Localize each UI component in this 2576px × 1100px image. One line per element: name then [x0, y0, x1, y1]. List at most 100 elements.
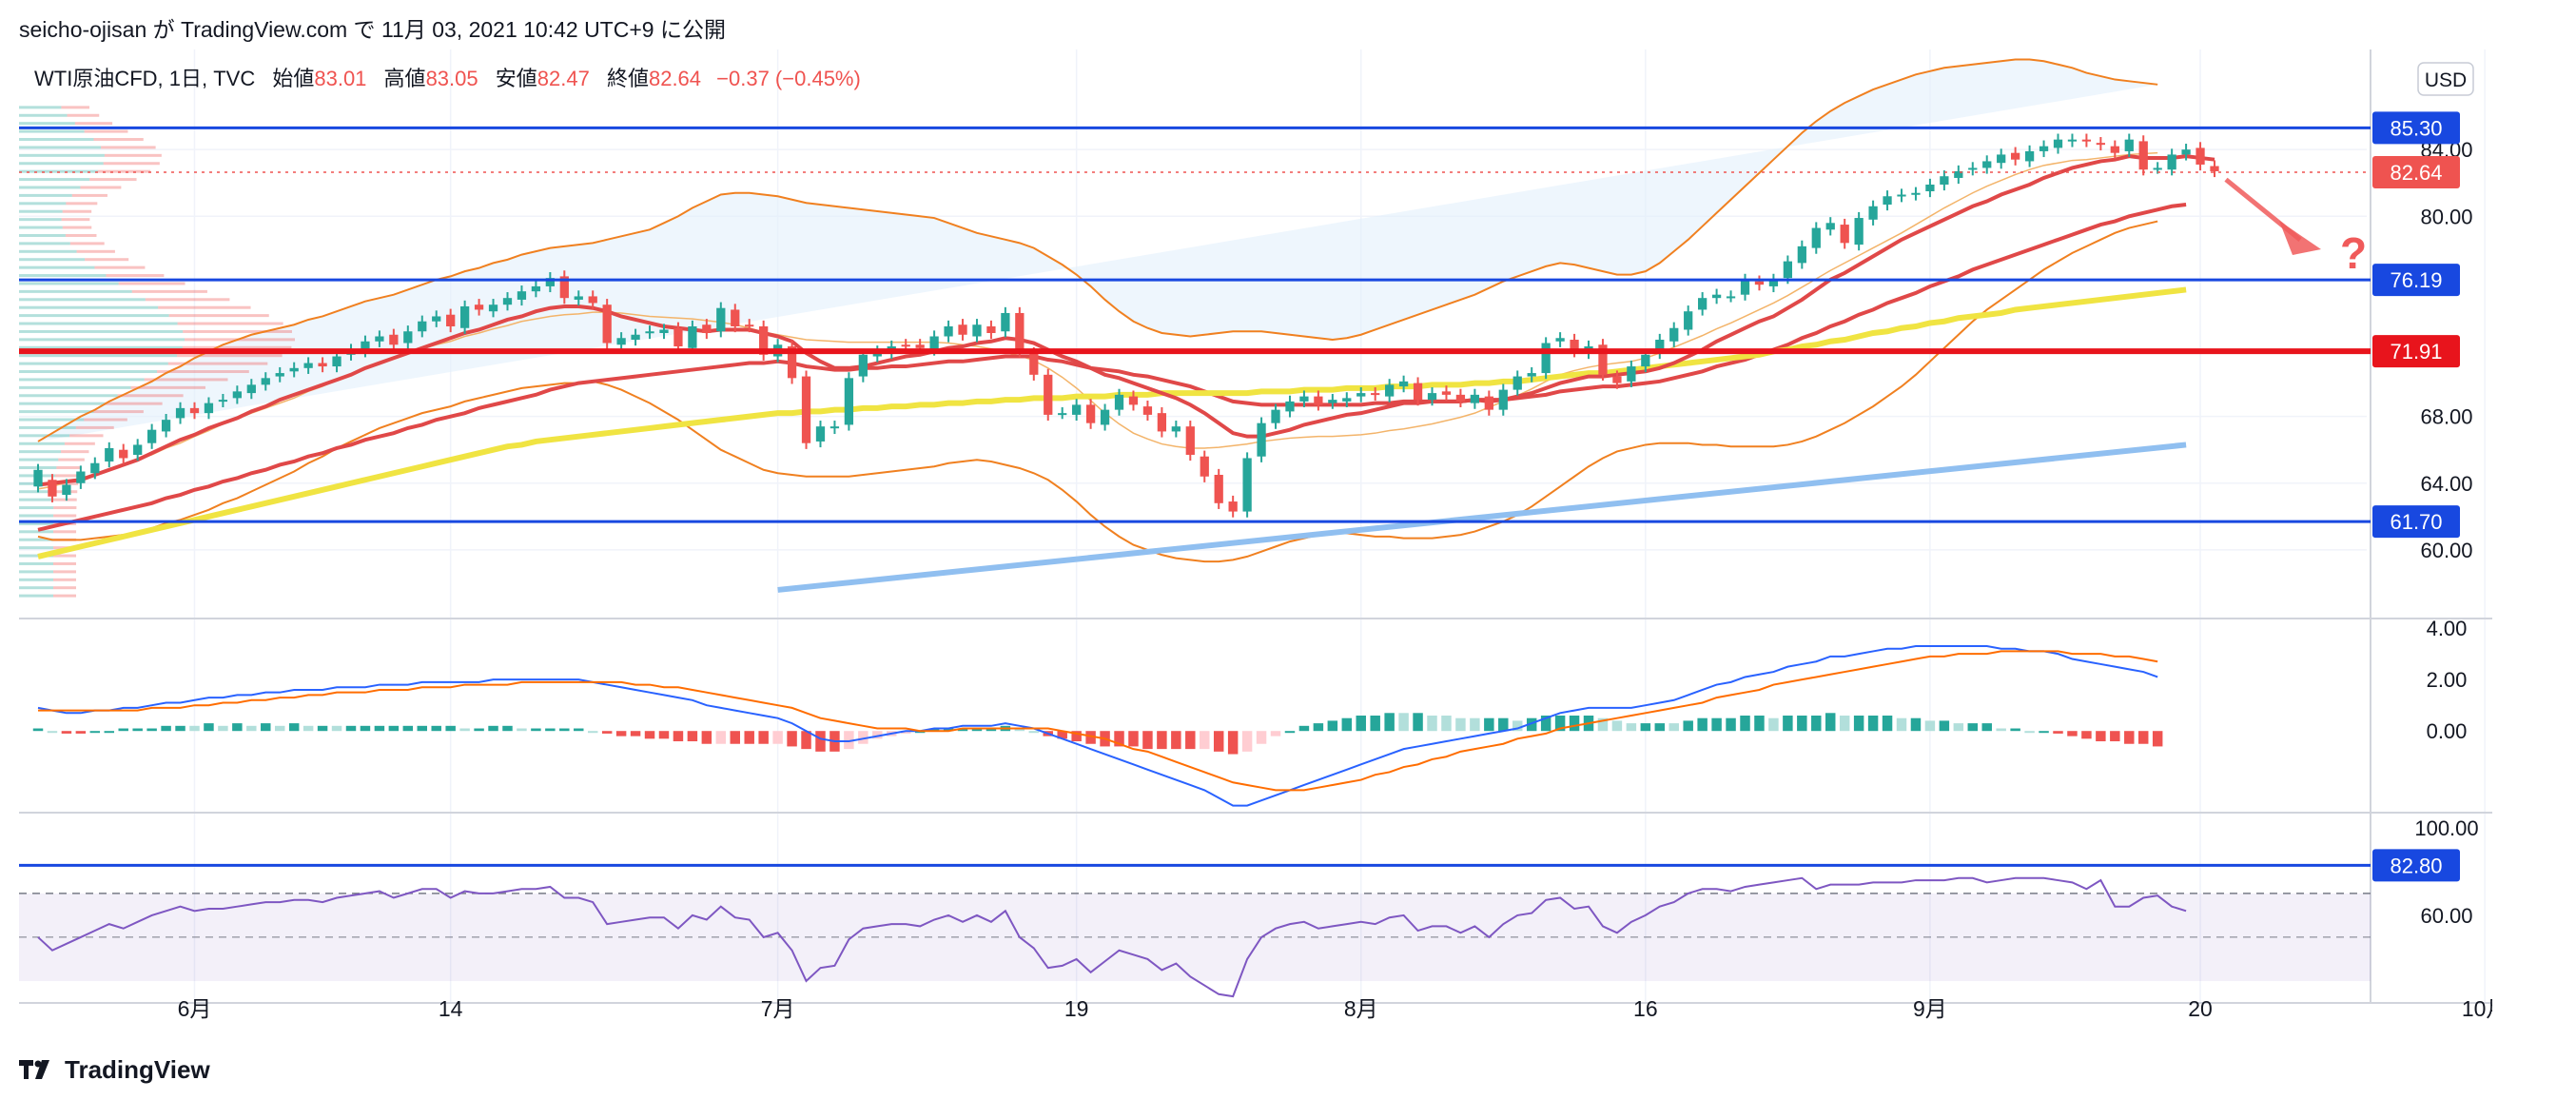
macd-histogram-bar — [943, 728, 954, 732]
macd-histogram-bar — [844, 731, 854, 750]
volume-profile-bar-up — [19, 138, 94, 142]
macd-histogram-bar — [1640, 723, 1651, 732]
volume-profile-bar-up — [19, 506, 54, 510]
macd-histogram-bar — [1284, 731, 1296, 734]
volume-profile-bar-down — [183, 329, 292, 333]
volume-profile-bar-down — [89, 178, 137, 182]
candle-body — [1570, 340, 1579, 352]
candle-body — [1655, 340, 1665, 354]
macd-histogram-bar — [1939, 720, 1950, 732]
time-tick-label: 8月 — [1344, 996, 1378, 1021]
candle-body — [2096, 143, 2106, 146]
macd-histogram-bar — [417, 725, 427, 732]
macd-histogram-bar — [2024, 731, 2035, 734]
volume-profile-bar-up — [19, 249, 77, 253]
candle-body — [1627, 366, 1636, 382]
macd-histogram-bar — [1626, 723, 1637, 732]
price-axis: 84.0080.0068.0064.0060.004.002.000.00100… — [2372, 111, 2479, 928]
candle-body — [616, 338, 626, 345]
macd-histogram-bar — [986, 728, 997, 732]
volume-profile-bar-up — [19, 410, 94, 414]
volume-profile-bar-down — [80, 186, 122, 189]
volume-profile-bar-up — [19, 106, 62, 109]
ema-fast-line — [37, 154, 2215, 487]
candle-body — [2039, 146, 2049, 151]
macd-histogram-bar — [1996, 728, 2006, 732]
candle-body — [2138, 141, 2148, 170]
macd-histogram-bar — [431, 725, 441, 732]
candle-body — [1072, 404, 1082, 415]
volume-profile-bar-up — [19, 570, 54, 574]
macd-histogram-bar — [331, 725, 342, 732]
volume-profile-bar-up — [19, 169, 98, 173]
candle-body — [133, 444, 143, 455]
rsi-tick-label: 60.00 — [2420, 904, 2472, 928]
macd-histogram-bar — [1711, 717, 1722, 732]
macd-histogram-bar — [2053, 731, 2063, 734]
candle-body — [1128, 396, 1139, 405]
volume-profile-bar-down — [97, 169, 151, 173]
macd-histogram-bar — [204, 723, 214, 732]
candle-body — [1314, 396, 1323, 405]
legend-open-value: 83.01 — [314, 67, 366, 90]
volume-profile-bar-up — [19, 561, 54, 565]
candle-body — [474, 304, 484, 310]
volume-profile-bar-down — [130, 385, 205, 389]
volume-profile-bar-down — [53, 594, 77, 598]
macd-histogram-bar — [1910, 717, 1922, 732]
volume-profile-bar-up — [19, 546, 54, 550]
time-tick-label: 10月 — [2462, 996, 2492, 1021]
macd-tick-label: 0.00 — [2427, 719, 2468, 743]
candle-body — [62, 484, 71, 496]
macd-histogram-bar — [1327, 720, 1338, 732]
macd-histogram-bar — [1953, 723, 1964, 732]
candle-body — [1299, 396, 1309, 402]
macd-histogram-bar — [744, 731, 754, 744]
macd-histogram-bar — [1896, 717, 1907, 732]
candle-body — [332, 356, 342, 367]
time-tick-label: 14 — [439, 996, 463, 1021]
macd-histogram-bar — [1213, 731, 1224, 752]
macd-histogram-bar — [1981, 723, 1992, 732]
volume-profile-bar-up — [19, 418, 85, 422]
volume-profile-bar-down — [53, 554, 77, 558]
price-tick-label: 68.00 — [2420, 405, 2472, 429]
macd-histogram-bar — [1611, 720, 1623, 732]
macd-histogram-bar — [274, 725, 285, 732]
price-label: 82.64 — [2390, 161, 2442, 185]
volume-profile-bar-down — [53, 514, 77, 518]
chart-svg[interactable]: 84.0080.0068.0064.0060.004.002.000.00100… — [19, 49, 2492, 1033]
candle-body — [2067, 139, 2078, 142]
volume-profile-bar-down — [71, 193, 107, 197]
volume-profile-bar-down — [105, 402, 163, 405]
macd-histogram-bar — [146, 728, 157, 732]
volume-profile-bar-down — [177, 322, 283, 325]
currency-badge[interactable]: USD — [2417, 62, 2474, 96]
volume-profile-bar-up — [19, 378, 145, 382]
candle-body — [986, 325, 996, 333]
macd-histogram-bar — [872, 731, 883, 739]
volume-profile-bar-up — [19, 202, 67, 206]
legend-low-value: 82.47 — [537, 67, 590, 90]
candle-body — [1754, 281, 1765, 285]
candle-body — [361, 341, 370, 352]
macd-histogram-bar — [1157, 731, 1167, 750]
chart-frame[interactable]: 84.00 80.00 68.00 64.00 60.00 4.00 2.00 0.00 100… — [19, 49, 2492, 1033]
candle-body — [418, 321, 427, 332]
macd-histogram-bar — [502, 725, 513, 732]
candle-body — [446, 314, 456, 326]
candle-body — [1768, 279, 1779, 286]
candle-body — [944, 325, 953, 337]
macd-histogram-bar — [1726, 717, 1736, 732]
candle-body — [1385, 384, 1395, 397]
candle-body — [1185, 426, 1195, 455]
candle-body — [1954, 170, 1963, 178]
macd-histogram-bar — [1427, 716, 1437, 732]
candle-body — [1641, 354, 1650, 367]
candle-body — [218, 400, 228, 403]
candle-body — [246, 384, 256, 394]
volume-profile-bar-up — [19, 233, 66, 237]
volume-profile-bar-up — [19, 594, 54, 598]
candle-body — [403, 331, 413, 344]
candle-body — [459, 305, 470, 328]
